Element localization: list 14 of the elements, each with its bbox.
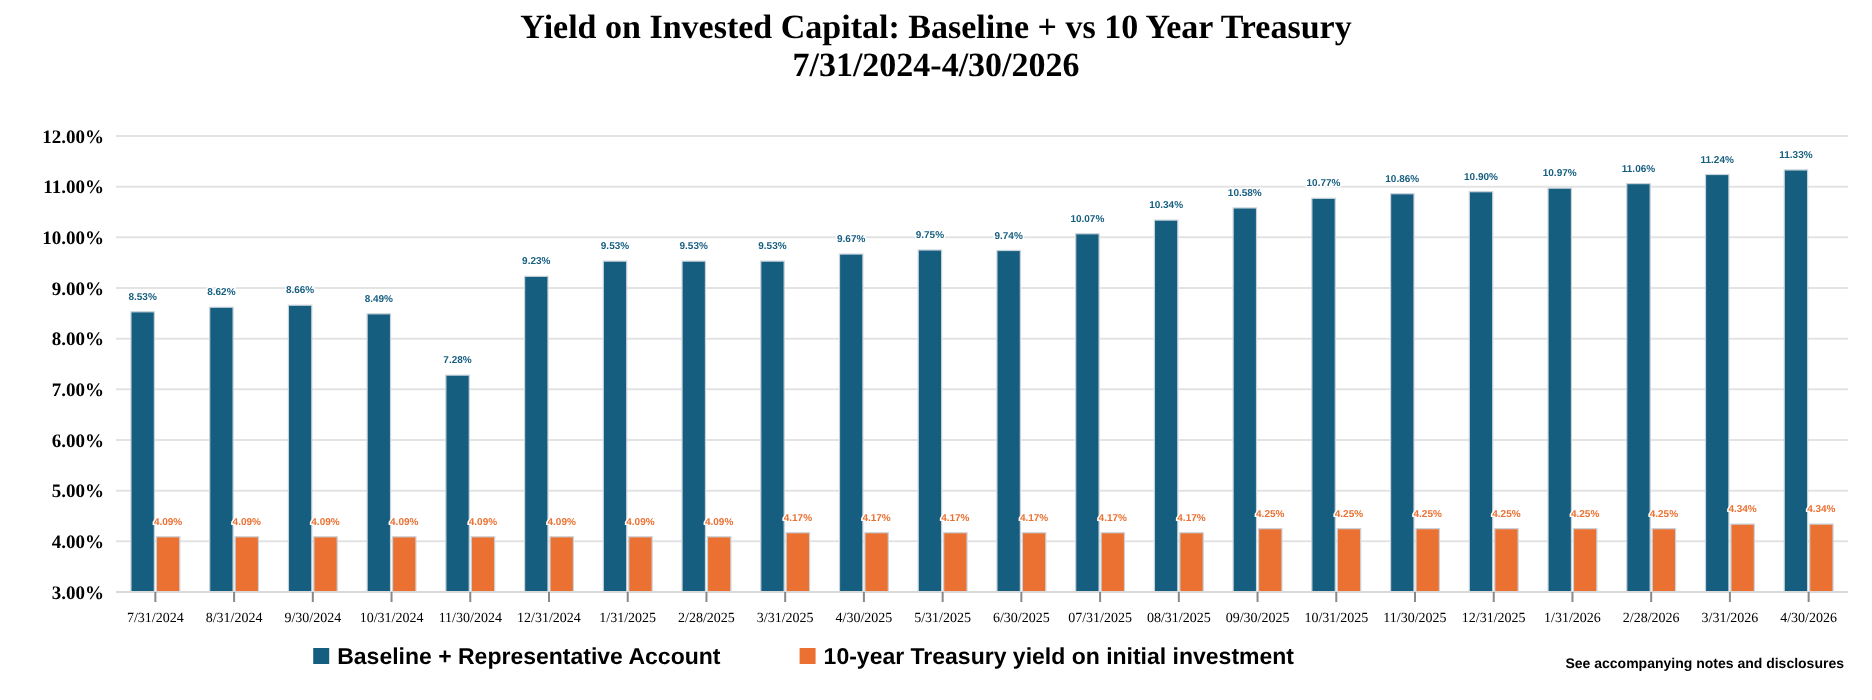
y-tick-label: 6.00% — [51, 432, 104, 453]
y-tick-label: 4.00% — [51, 533, 104, 554]
legend-label: Baseline + Representative Account — [337, 646, 721, 670]
chart-title: Yield on Invested Capital: Baseline + vs 10 Year Treasury — [520, 8, 1353, 46]
y-tick-label: 9.00% — [51, 280, 104, 301]
y-tick-label: 12.00% — [42, 128, 104, 149]
y-tick-label: 10.00% — [42, 229, 104, 250]
chart-subtitle: 7/31/2024-4/30/2026 — [792, 46, 1080, 84]
y-tick-label: 8.00% — [51, 331, 104, 352]
y-tick-label: 11.00% — [43, 179, 104, 200]
y-tick-label: 5.00% — [51, 483, 104, 504]
y-tick-label: 7.00% — [51, 381, 104, 402]
legend-label: 10-year Treasury yield on initial investment — [823, 646, 1295, 670]
y-tick-label: 3.00% — [51, 584, 104, 605]
